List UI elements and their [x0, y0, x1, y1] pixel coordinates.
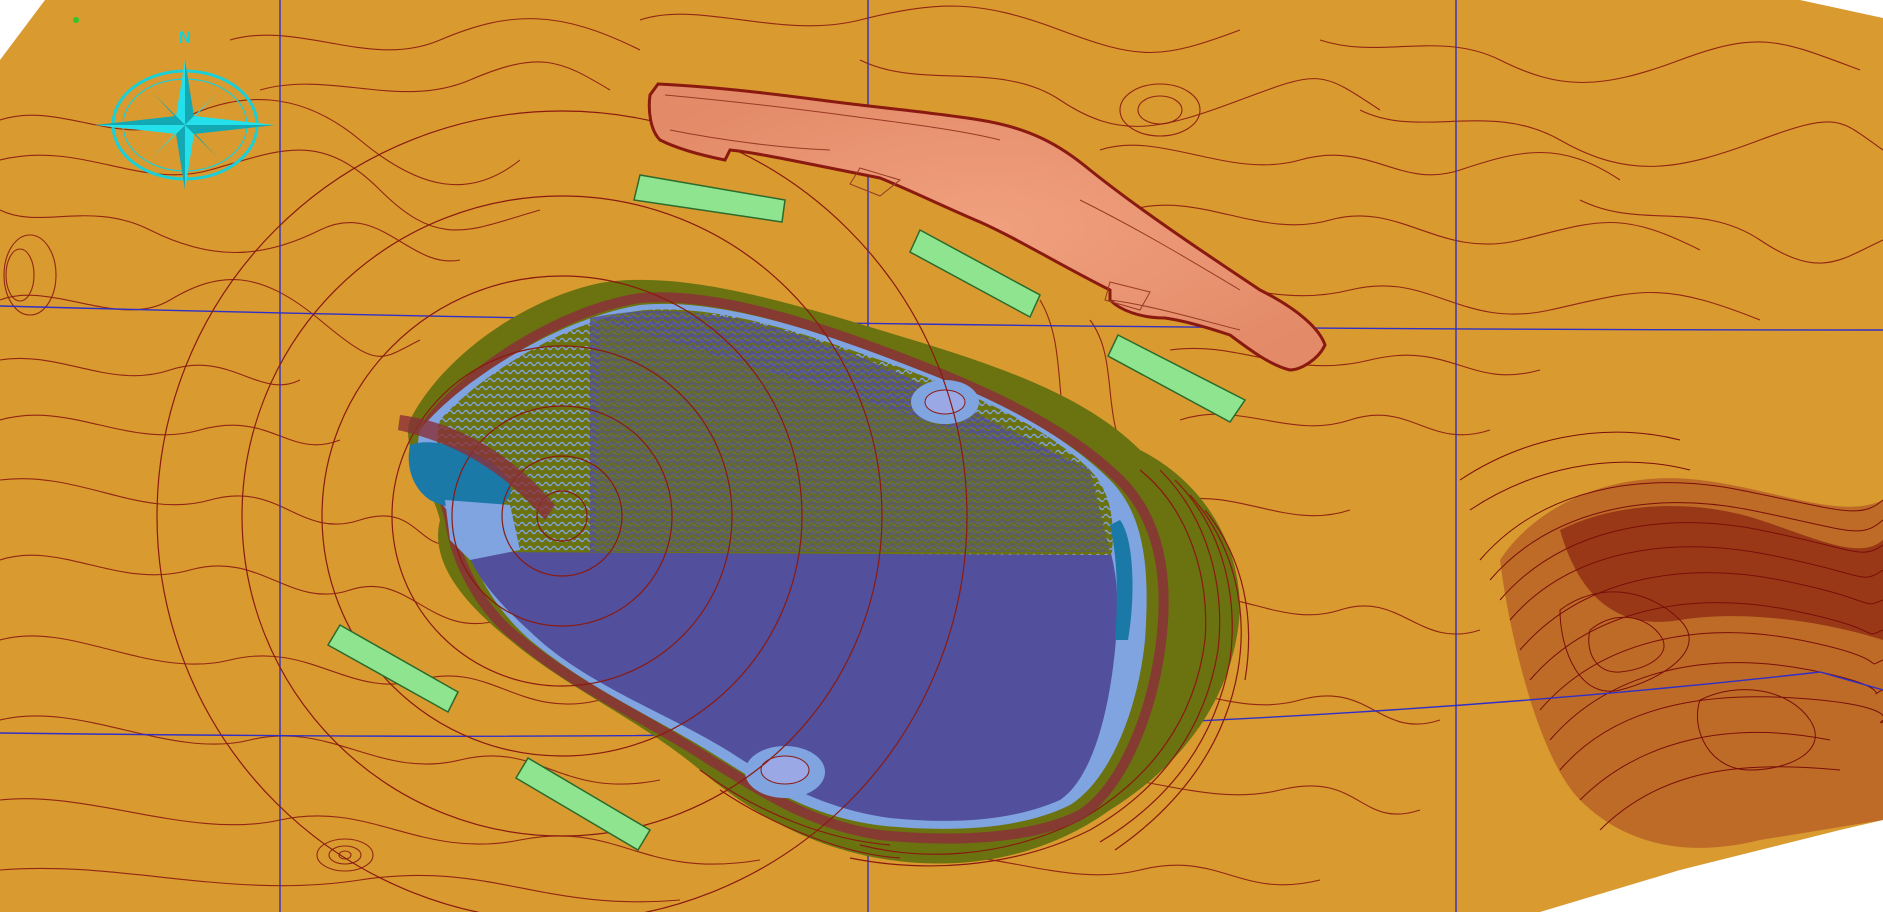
waste-dump: [647, 82, 1327, 372]
stockpile-pad-1: [633, 174, 786, 223]
pit-mid-benches: [590, 311, 1110, 552]
pit-water-pocket-east: [1110, 520, 1133, 640]
stockpile-pad-4: [326, 623, 459, 714]
pit-floor: [465, 520, 1118, 821]
pit-crest: [422, 292, 1169, 844]
hill-contours: [1459, 431, 1883, 848]
north-arrow-icon: N: [95, 28, 275, 190]
stockpile-pad-5: [514, 756, 652, 852]
north-label: N: [179, 28, 191, 47]
marker-dot: [73, 17, 79, 23]
waste-dump-contours: [664, 94, 1241, 331]
bench-contours: [699, 469, 1250, 867]
pit-sump-north-inner: [924, 389, 966, 415]
pit-sump-south-inner: [760, 755, 810, 785]
stockpile-pads: [326, 174, 1247, 852]
pit-design-rings: [156, 110, 968, 912]
pit-access-ramp: [398, 415, 555, 520]
pit-bench-shade: [595, 320, 1110, 552]
stockpile-pad-3: [1107, 333, 1247, 423]
pit-ramp-shallow: [445, 500, 520, 560]
stockpile-pad-2: [909, 228, 1041, 319]
